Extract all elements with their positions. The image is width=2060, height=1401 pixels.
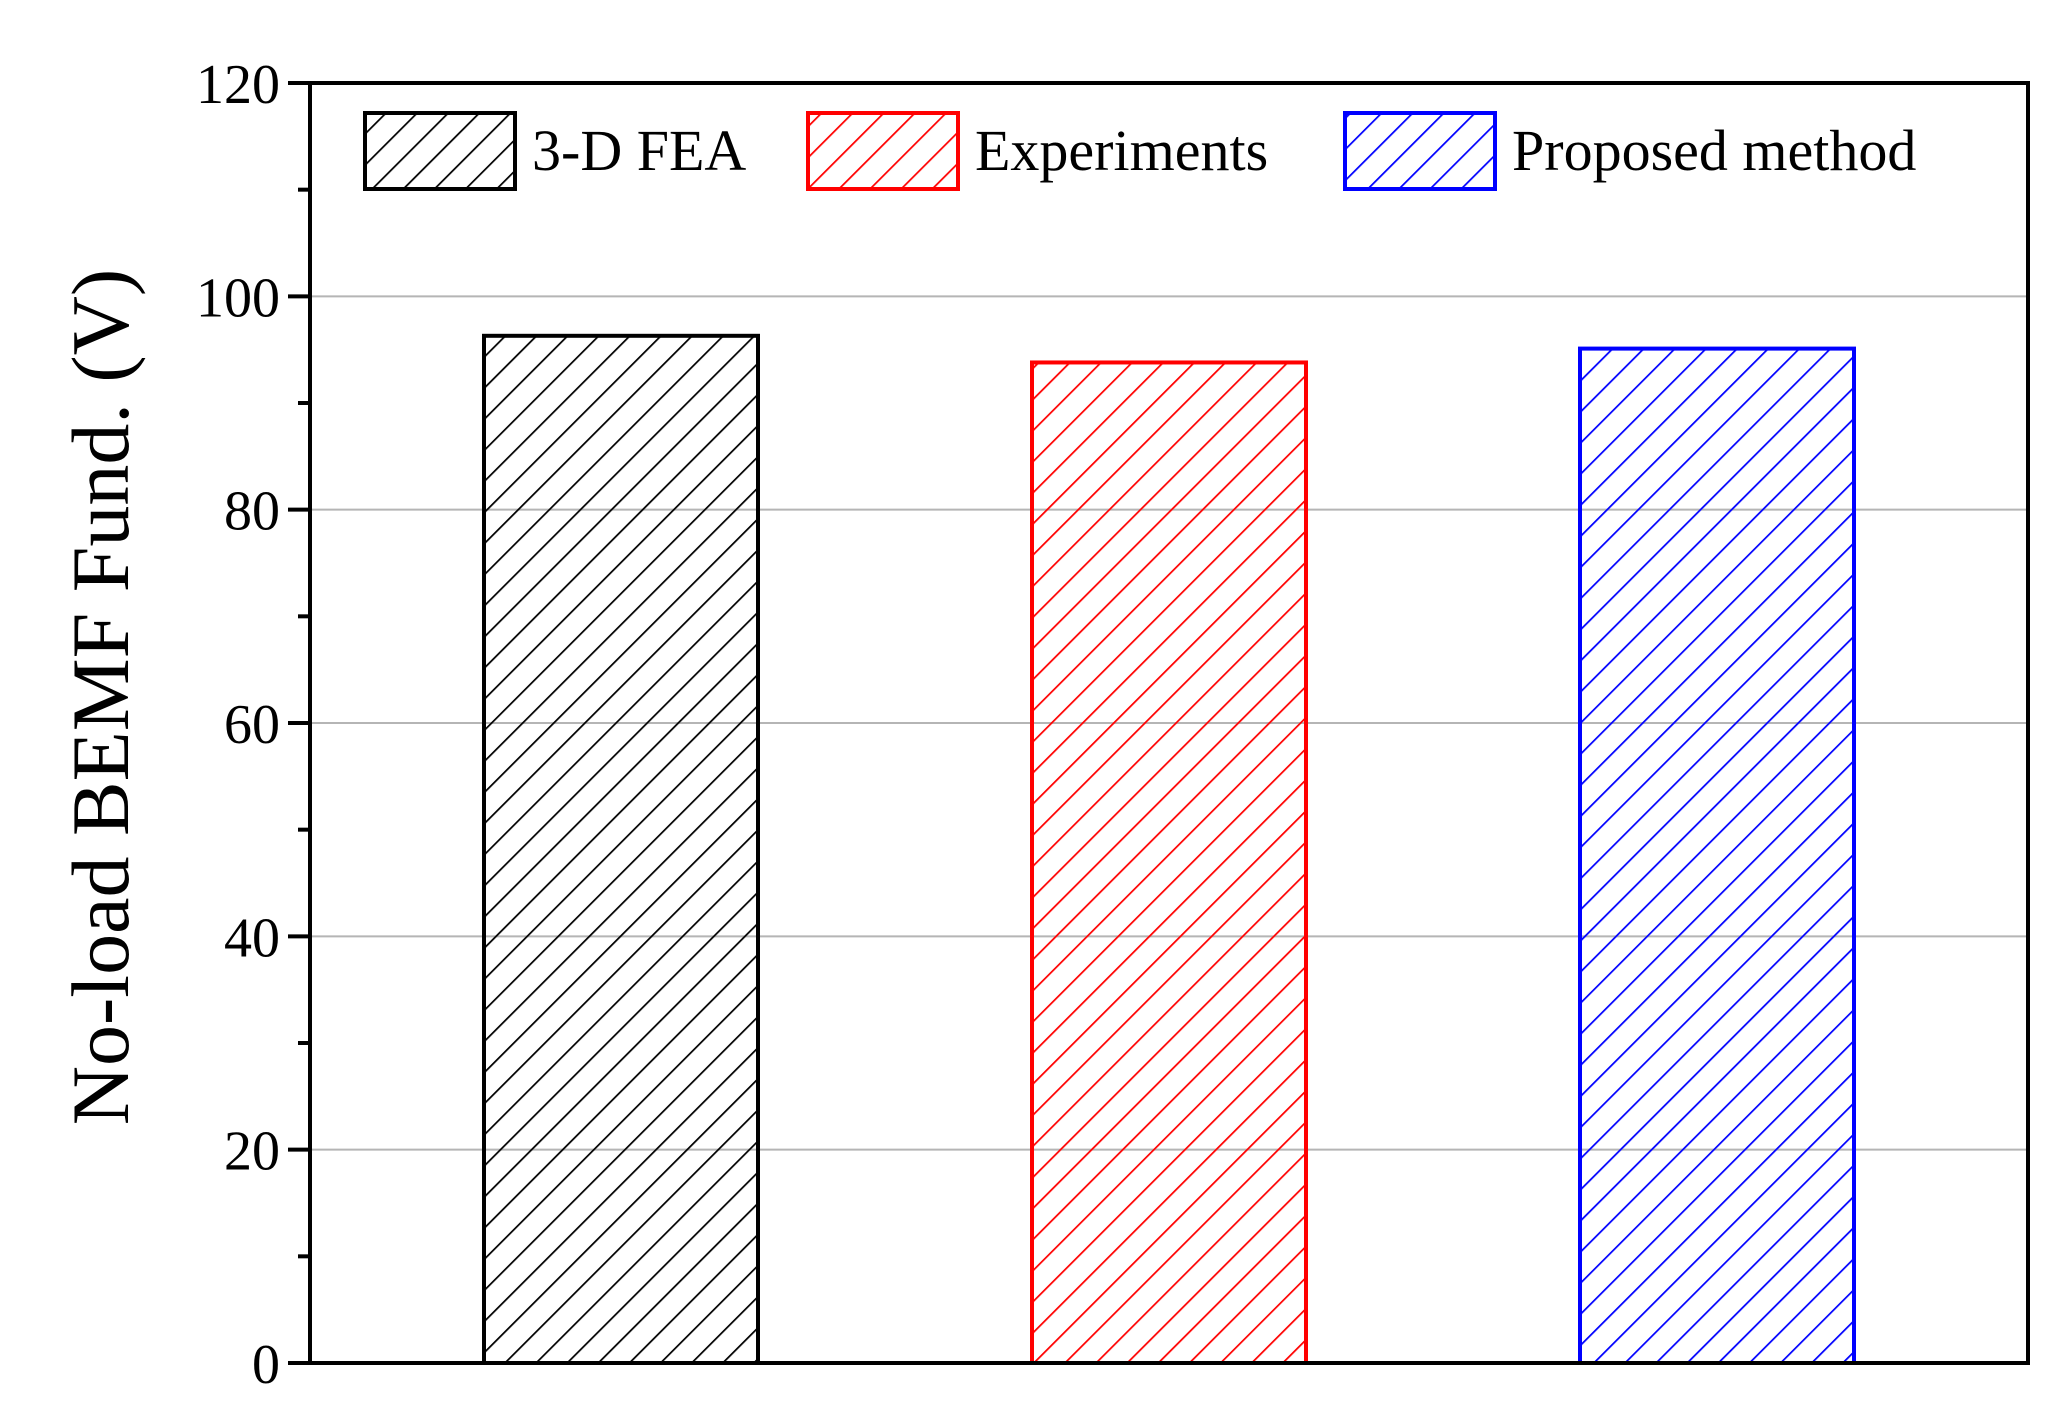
legend-swatch [806,111,960,191]
bar-proposed-method [1578,346,1856,1366]
bars [482,333,1856,1366]
legend-swatch [363,111,517,191]
y-ticks: 0 20 40 60 80 100 120 [196,54,310,1396]
y-tick-label: 40 [224,907,280,969]
y-tick-label: 60 [224,694,280,756]
y-tick-label: 100 [196,267,280,329]
legend-label: Experiments [975,118,1268,183]
legend: 3-D FEA Experiments Proposed method [363,111,1916,191]
y-tick-label: 0 [252,1334,280,1396]
bar-experiments [1030,360,1308,1365]
bar-3-d-fea [482,333,760,1365]
y-axis-label: No-load BEMF Fund. (V) [55,269,146,1125]
y-tick-label: 80 [224,481,280,543]
legend-swatch [1343,111,1497,191]
y-tick-label: 120 [196,54,280,116]
legend-label: Proposed method [1512,118,1916,183]
y-tick-label: 20 [224,1121,280,1183]
legend-label: 3-D FEA [532,118,746,183]
